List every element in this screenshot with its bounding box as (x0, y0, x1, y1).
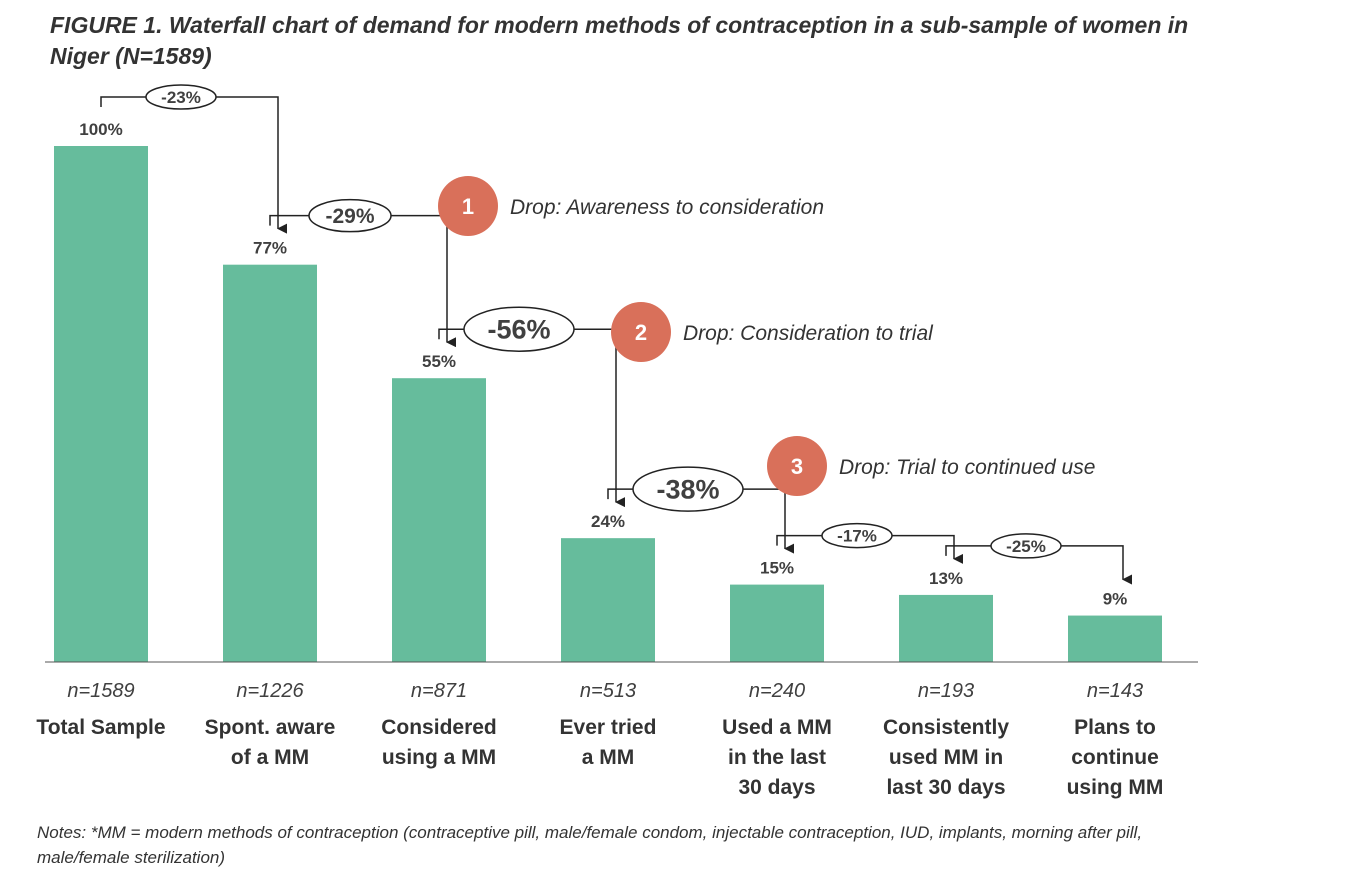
stage-label-3: Drop: Trial to continued use (839, 456, 1095, 479)
drop-badge-4 (821, 522, 893, 549)
stage-badge-3 (767, 436, 827, 496)
drop-label-0: -23% (161, 88, 201, 107)
bar-0 (54, 146, 148, 662)
category-label-4-1: in the last (728, 746, 826, 769)
drop-badge-3 (632, 466, 744, 512)
drop-badge-2 (463, 306, 575, 352)
stage-label-2: Drop: Consideration to trial (683, 322, 934, 345)
bar-5 (899, 594, 993, 662)
n-label-0: n=1589 (67, 680, 134, 702)
drop-badge-5 (990, 533, 1062, 559)
chart-notes: Notes: *MM = modern methods of contracep… (37, 823, 1143, 867)
value-label-5: 13% (929, 569, 963, 588)
bar-4 (730, 584, 824, 662)
category-label-0-0: Total Sample (36, 716, 165, 739)
drop-label-5: -25% (1006, 537, 1046, 556)
category-label-2-0: Considered (381, 716, 497, 739)
category-label-5-0: Consistently (883, 716, 1009, 739)
category-label-3-0: Ever tried (560, 716, 657, 739)
drop-badge-0 (145, 84, 217, 110)
value-label-1: 77% (253, 239, 287, 258)
stage-badge-1 (438, 176, 498, 236)
value-label-2: 55% (422, 352, 456, 371)
bar-6 (1068, 615, 1162, 662)
drop-label-4: -17% (837, 527, 877, 546)
n-label-3: n=513 (580, 680, 636, 702)
value-label-3: 24% (591, 512, 625, 531)
category-label-1-0: Spont. aware (205, 716, 336, 739)
labels: 100% n=1589 Total Sample 77% n=1226 Spont. aw… (36, 120, 1163, 799)
stage-number-1: 1 (462, 194, 474, 219)
category-label-4-2: 30 days (738, 776, 815, 799)
value-label-4: 15% (760, 559, 794, 578)
category-label-6-2: using MM (1067, 776, 1164, 799)
value-label-0: 100% (79, 120, 122, 139)
value-label-6: 9% (1103, 590, 1128, 609)
stage-label-1: Drop: Awareness to consideration (510, 196, 824, 219)
category-label-3-1: a MM (582, 746, 635, 769)
drop-label-3: -38% (656, 475, 719, 505)
n-label-6: n=143 (1087, 680, 1143, 702)
stage-badge-2 (611, 302, 671, 362)
stage-annotations: 1 Drop: Awareness to consideration 2 Drop: … (438, 176, 1095, 496)
n-label-2: n=871 (411, 680, 467, 702)
category-label-4-0: Used a MM (722, 716, 832, 739)
category-label-6-0: Plans to (1074, 716, 1156, 739)
drop-label-1: -29% (325, 205, 374, 228)
category-label-1-1: of a MM (231, 746, 309, 769)
bar-3 (561, 538, 655, 662)
category-label-2-1: using a MM (382, 746, 496, 769)
category-label-6-1: continue (1071, 746, 1159, 769)
stage-number-3: 3 (791, 454, 803, 479)
bar-1 (223, 264, 317, 662)
category-label-5-1: used MM in (889, 746, 1003, 769)
n-label-4: n=240 (749, 680, 805, 702)
stage-number-2: 2 (635, 320, 647, 345)
bars (54, 146, 1162, 662)
n-label-1: n=1226 (236, 680, 304, 702)
chart-title: FIGURE 1. Waterfall chart of demand for … (50, 12, 1189, 69)
drop-label-2: -56% (487, 315, 550, 345)
category-label-5-2: last 30 days (886, 776, 1005, 799)
bar-2 (392, 378, 486, 662)
n-label-5: n=193 (918, 680, 974, 702)
drop-badge-1 (308, 198, 392, 233)
drop-connectors: -23% -29% -56% -38% -17% -25% (100, 84, 1132, 585)
